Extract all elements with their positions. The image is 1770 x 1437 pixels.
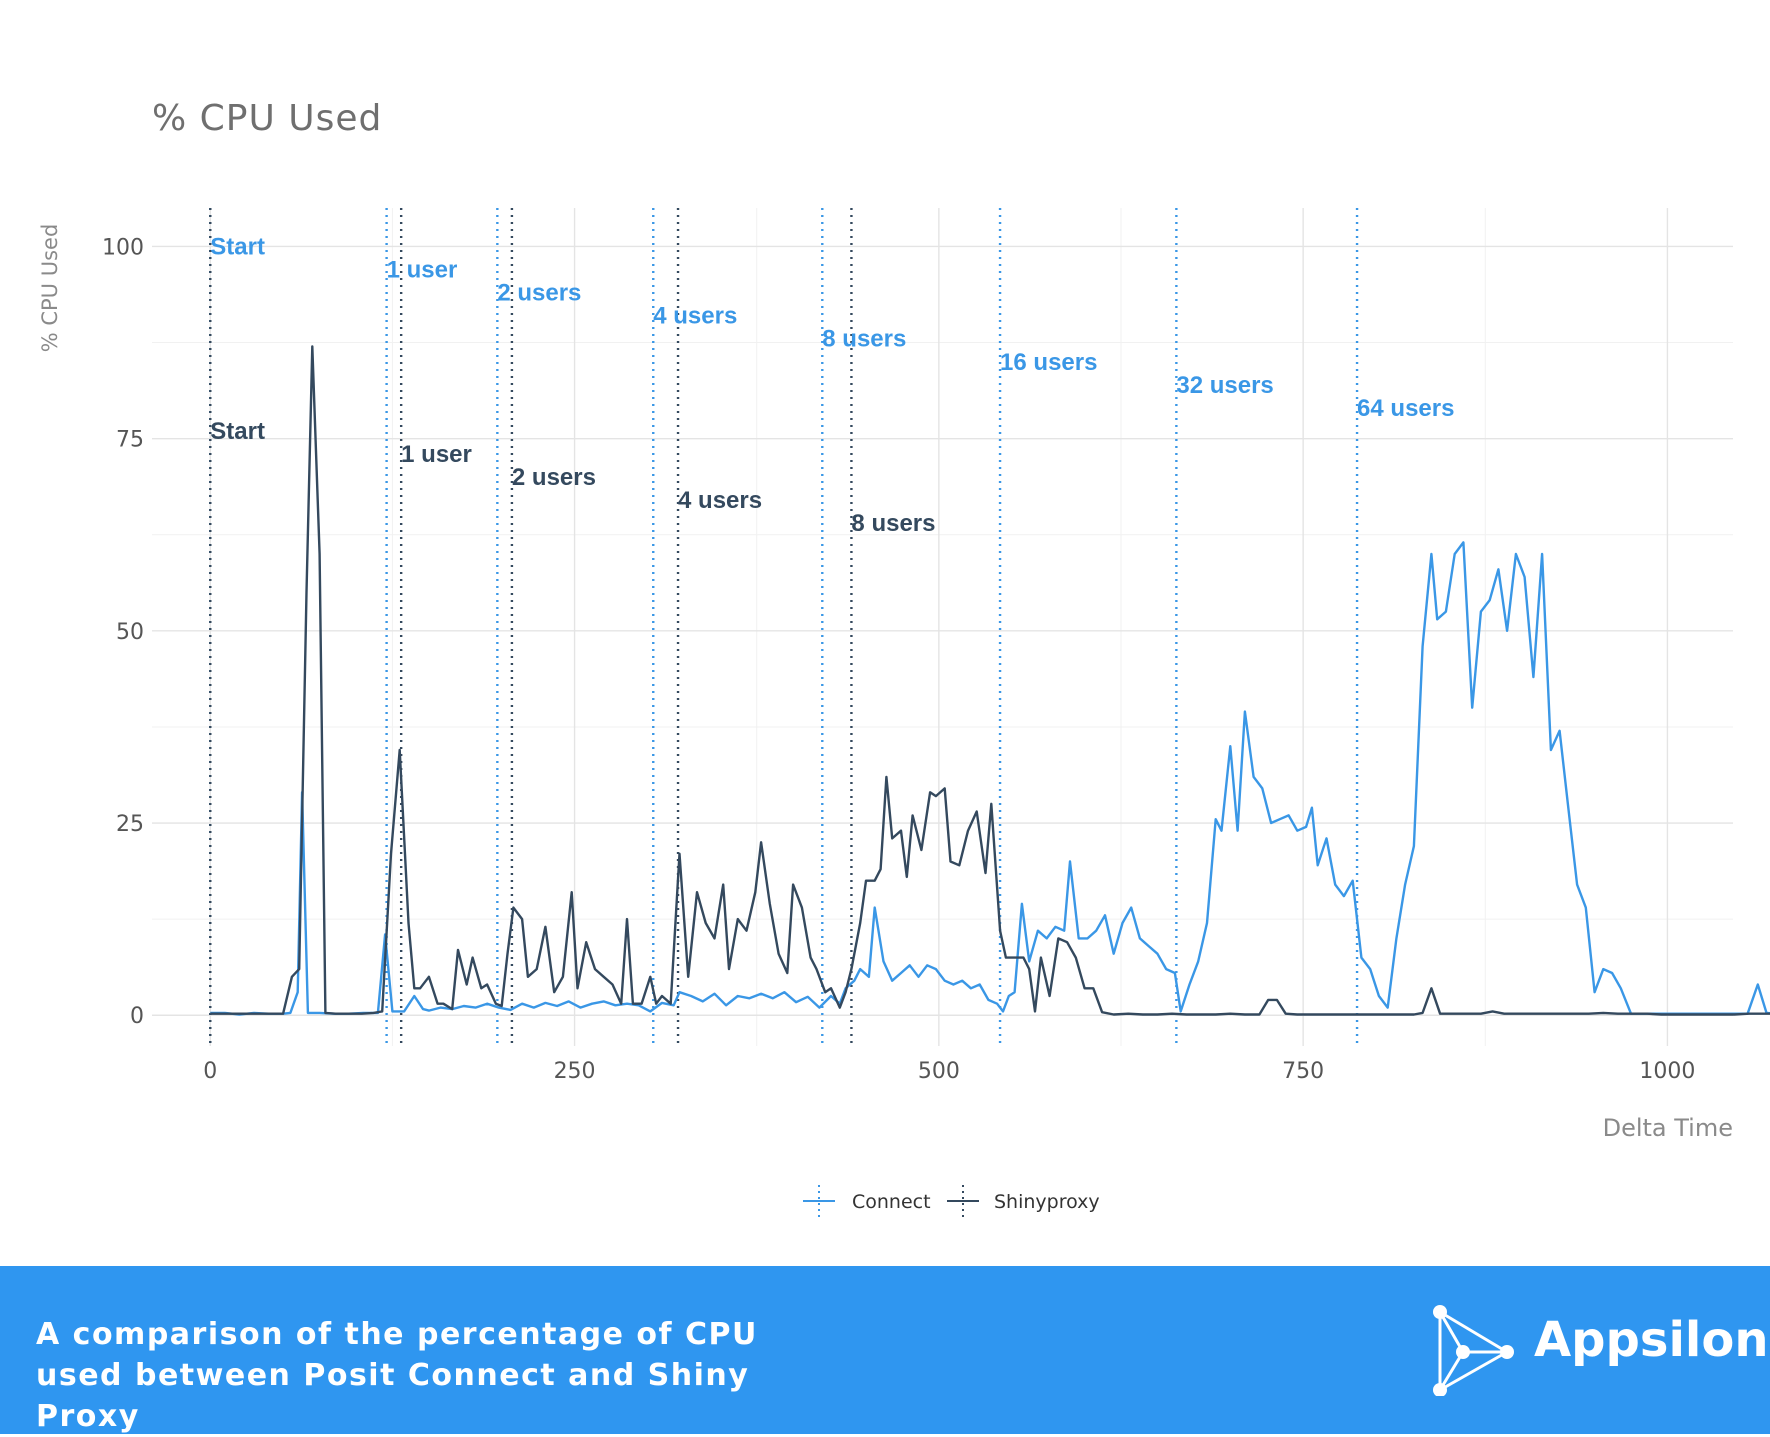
series-lines [210,345,1770,1016]
y-axis-label: % CPU Used [38,224,62,353]
annotation-label: 16 users [1000,349,1097,376]
annotation-label: 32 users [1176,372,1273,399]
annotation-label: 4 users [678,487,762,514]
annotation-label: 8 users [822,326,906,353]
chart-title: % CPU Used [152,98,383,139]
legend: Connect Shinyproxy [803,1185,1100,1218]
annotation-lines [209,208,1359,1046]
legend-item-connect: Connect [803,1185,931,1218]
x-tick-label: 750 [1282,1059,1324,1084]
y-tick-label: 25 [116,812,144,837]
y-tick-label: 0 [130,1004,144,1029]
legend-label-shinyproxy: Shinyproxy [994,1191,1100,1213]
brand-name: Appsilon [1534,1312,1769,1368]
annotation-label: 1 user [401,441,472,468]
series-line-connect [210,541,1770,1016]
y-axis-ticks: 0 25 50 75 100 [102,235,144,1029]
x-tick-label: 0 [203,1059,217,1084]
legend-item-shinyproxy: Shinyproxy [947,1185,1100,1218]
x-tick-label: 500 [918,1059,960,1084]
annotation-labels: Start 1 user 2 users 4 users 8 users 16 users… [210,233,1454,537]
cpu-chart: Start 1 user 2 users 4 users 8 users 16 users… [38,208,1770,1218]
annotation-label: 1 user [387,257,458,284]
x-axis-ticks: 0 250 500 750 1000 [203,1059,1695,1084]
footer-banner: A comparison of the percentage of CPU us… [0,1266,1770,1434]
grid-lines [152,208,1733,1046]
y-tick-label: 50 [116,620,144,645]
annotation-label: Start [210,418,265,445]
annotation-label: 2 users [497,280,581,307]
annotation-label: 4 users [653,303,737,330]
x-axis-label: Delta Time [1603,1114,1733,1142]
annotation-label: Start [210,233,265,260]
annotation-label: 64 users [1357,395,1454,422]
x-tick-label: 1000 [1639,1059,1695,1084]
legend-label-connect: Connect [852,1191,931,1213]
annotation-label: 2 users [512,464,596,491]
annotation-label: 8 users [851,510,935,537]
footer-caption: A comparison of the percentage of CPU us… [36,1317,758,1434]
x-tick-label: 250 [554,1059,596,1084]
y-tick-label: 100 [102,235,144,260]
y-tick-label: 75 [116,428,144,453]
series-line-shinyproxy [210,345,1770,1016]
appsilon-logo-icon [1433,1305,1514,1396]
